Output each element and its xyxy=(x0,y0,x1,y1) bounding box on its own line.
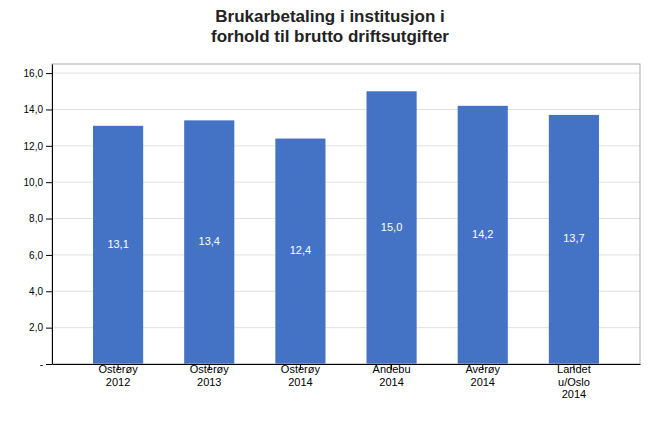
bar xyxy=(184,120,234,364)
y-axis-line xyxy=(52,65,53,365)
bar xyxy=(275,139,325,364)
y-tick-label: 14,0 xyxy=(24,104,44,115)
grid-line xyxy=(52,73,640,74)
x-axis: Osterøy2012 Osterøy2013 Osterøy2014 Andebu2… xyxy=(53,363,641,400)
data-label: 13,1 xyxy=(107,238,128,250)
y-tick-mark xyxy=(46,255,52,256)
grid xyxy=(52,73,640,364)
y-tick: 8,0 xyxy=(29,213,52,224)
x-tick: Osterøy2013 xyxy=(190,363,230,388)
data-label: 15,0 xyxy=(381,221,402,233)
bar xyxy=(93,126,143,364)
y-tick-mark xyxy=(46,291,52,292)
y-tick-mark xyxy=(46,109,52,110)
y-tick: 6,0 xyxy=(29,250,52,261)
y-tick-mark xyxy=(46,182,52,183)
y-tick: - xyxy=(40,359,52,370)
y-tick: 4,0 xyxy=(29,286,52,297)
y-tick-mark xyxy=(46,328,52,329)
x-tick: Landetu/Oslo2014 xyxy=(557,363,591,400)
bar xyxy=(458,106,508,364)
bar xyxy=(549,115,599,364)
y-tick-mark xyxy=(46,73,52,74)
y-tick-label: 2,0 xyxy=(29,322,43,333)
x-tick: Osterøy2014 xyxy=(281,363,321,388)
y-tick: 12,0 xyxy=(24,141,52,152)
y-tick: 16,0 xyxy=(24,68,52,79)
chart-svg: Brukarbetaling i institusjon iforhold ti… xyxy=(0,0,660,426)
bar xyxy=(367,91,417,364)
y-tick-label: 16,0 xyxy=(24,68,44,79)
data-label: 13,7 xyxy=(563,232,584,244)
x-tick-label: Osterøy2013 xyxy=(190,363,230,388)
data-label: 14,2 xyxy=(472,228,493,240)
x-tick-label: Osterøy2012 xyxy=(99,363,139,388)
y-tick-label: 8,0 xyxy=(29,213,43,224)
x-tick-label: Osterøy2014 xyxy=(281,363,321,388)
y-tick-mark xyxy=(46,364,52,365)
plot-frame xyxy=(52,64,640,364)
x-tick-label: Averøy2014 xyxy=(465,363,500,388)
y-tick: 2,0 xyxy=(29,322,52,333)
bars xyxy=(93,91,599,364)
y-tick-label: 6,0 xyxy=(29,250,43,261)
y-tick: 10,0 xyxy=(24,177,52,188)
y-tick-mark xyxy=(46,219,52,220)
y-tick-mark xyxy=(46,146,52,147)
x-axis-line xyxy=(53,364,641,365)
x-tick: Averøy2014 xyxy=(465,363,500,388)
data-labels: 13,1 13,4 12,4 15,0 14,2 13,7 xyxy=(107,221,584,257)
y-tick-label: - xyxy=(40,359,43,370)
y-tick: 14,0 xyxy=(24,104,52,115)
chart-container: Brukarbetaling i institusjon iforhold ti… xyxy=(0,0,660,426)
grid-line xyxy=(52,109,640,110)
y-tick-label: 12,0 xyxy=(24,141,44,152)
x-tick: Andebu2014 xyxy=(373,363,411,388)
x-tick: Osterøy2012 xyxy=(99,363,139,388)
y-axis: - 2,0 4,0 6,0 8,0 10,0 12,0 14,0 16,0 xyxy=(24,65,53,370)
x-tick-label: Landetu/Oslo2014 xyxy=(557,363,591,400)
y-tick-label: 4,0 xyxy=(29,286,43,297)
data-label: 13,4 xyxy=(199,235,220,247)
x-tick-label: Andebu2014 xyxy=(373,363,411,388)
y-tick-label: 10,0 xyxy=(24,177,44,188)
title: Brukarbetaling i institusjon iforhold ti… xyxy=(211,7,449,46)
data-label: 12,4 xyxy=(290,244,311,256)
